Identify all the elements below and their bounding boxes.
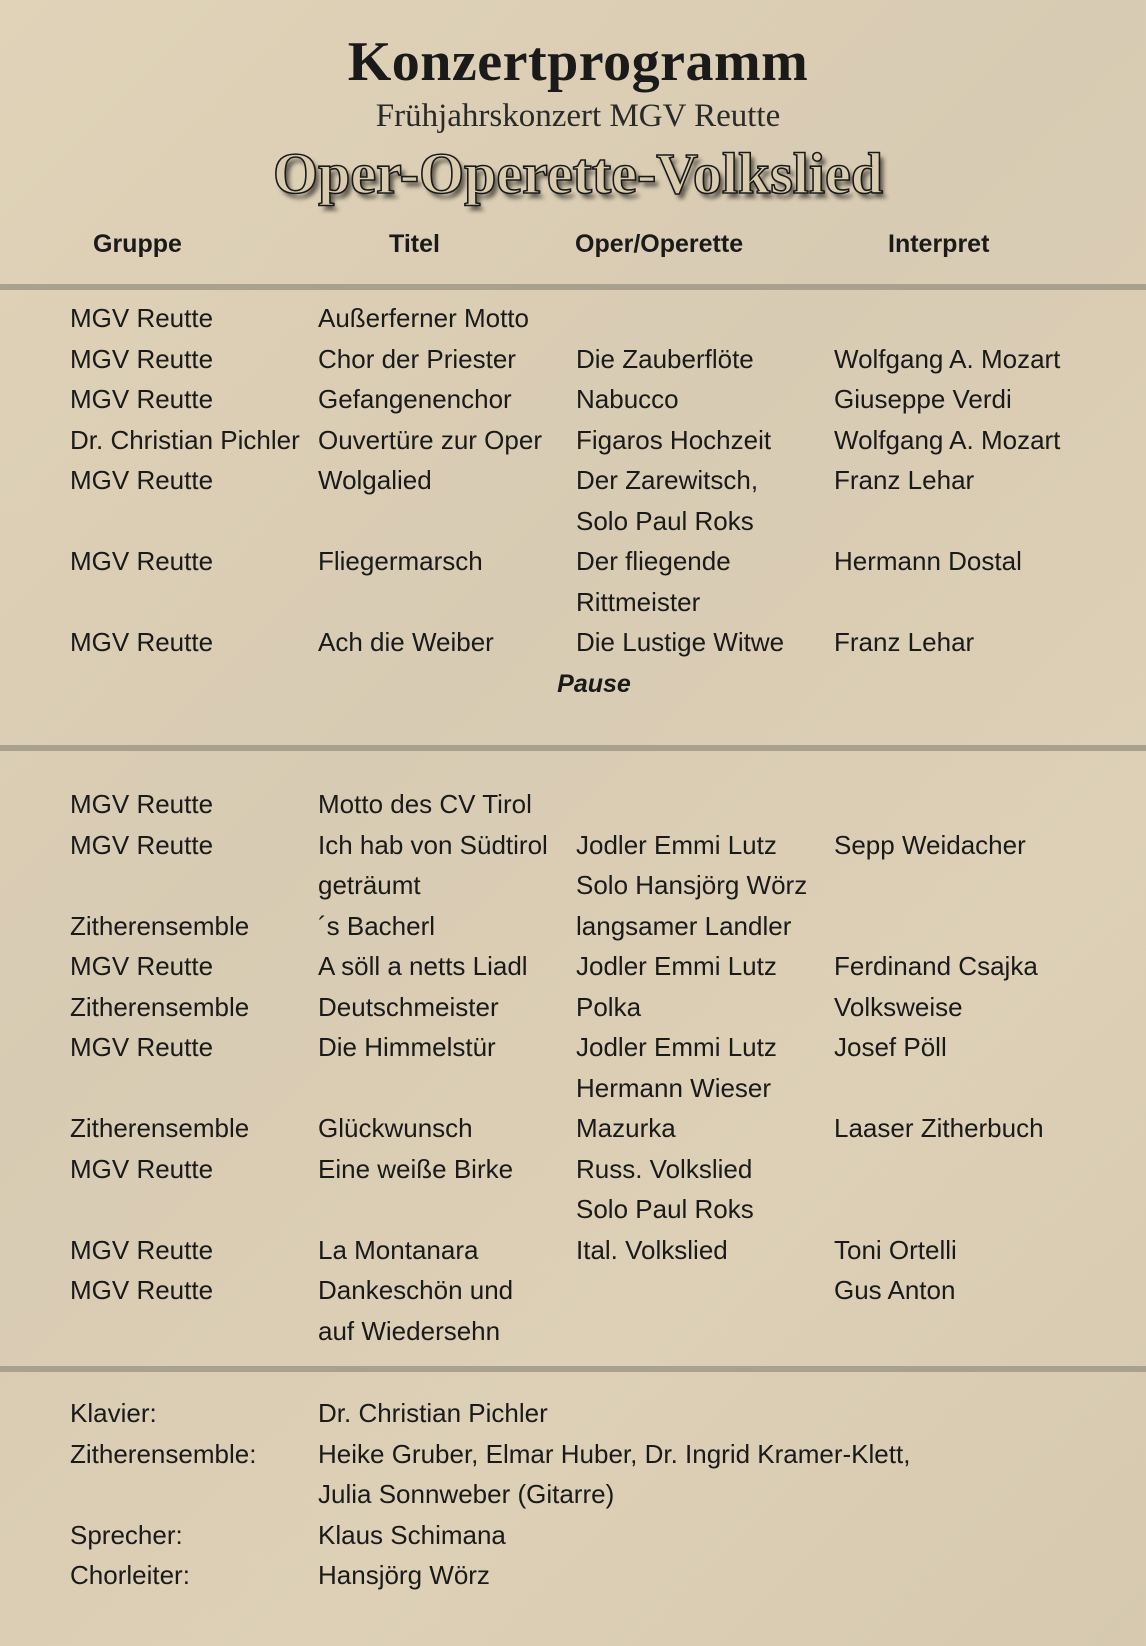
opera-cell: Mazurka — [576, 1113, 676, 1143]
credit-names: Heike Gruber, Elmar Huber, Dr. Ingrid Kr… — [318, 1438, 911, 1510]
composer-cell: Wolfgang A. Mozart — [834, 424, 1061, 455]
title-cell: Wolgalied — [318, 465, 432, 495]
group-cell: Zitherensemble — [70, 991, 250, 1022]
opera-cell: Jodler Emmi Lutz — [576, 951, 777, 981]
title-cell: A söll a netts Liadl — [318, 951, 528, 981]
group-cell: MGV Reutte — [70, 1032, 214, 1062]
concert-motto: Oper-Operette-Volkslied — [272, 140, 884, 207]
group-cell: MGV Reutte — [70, 951, 214, 981]
opera-cell: Jodler Emmi Lutz Solo Hansjörg Wörz — [576, 829, 808, 901]
credit-role: Klavier: — [70, 1398, 157, 1428]
page-title: Konzertprogramm — [347, 31, 809, 93]
opera-cell: Jodler Emmi Lutz Hermann Wieser — [576, 1032, 777, 1103]
group-cell: MGV Reutte — [70, 627, 214, 657]
credit-names: Hansjörg Wörz — [318, 1560, 490, 1590]
title-cell: Dankeschön und auf Wiedersehn — [318, 1275, 514, 1346]
group-cell: MGV Reutte — [70, 1234, 214, 1265]
credit-role: Chorleiter: — [70, 1560, 190, 1590]
title-cell: Ich hab von Südtirol geträumt — [318, 829, 548, 901]
composer-cell: Gus Anton — [834, 1275, 956, 1305]
page-subtitle: Frühjahrskonzert MGV Reutte — [375, 98, 781, 134]
opera-cell: langsamer Landler — [576, 910, 792, 941]
column-header-titel: Titel — [389, 230, 440, 258]
divider — [0, 284, 1146, 290]
group-cell: MGV Reutte — [70, 789, 214, 819]
title-cell: Die Himmelstür — [318, 1032, 496, 1062]
divider — [0, 1366, 1146, 1372]
group-cell: MGV Reutte — [70, 343, 214, 374]
opera-cell: Die Zauberflöte — [576, 343, 754, 374]
title-cell: La Montanara — [318, 1234, 479, 1265]
title-cell: Gefangenenchor — [318, 384, 512, 414]
title-cell: Ouvertüre zur Oper — [318, 424, 542, 455]
group-cell: Dr. Christian Pichler — [70, 424, 300, 455]
composer-cell: Ferdinand Csajka — [834, 951, 1038, 981]
title-cell: Fliegermarsch — [318, 546, 483, 576]
composer-cell: Volksweise — [834, 991, 963, 1022]
credit-role: Zitherensemble: — [70, 1438, 257, 1469]
composer-cell: Hermann Dostal — [834, 546, 1022, 576]
title-cell: Glückwunsch — [318, 1113, 473, 1143]
group-cell: MGV Reutte — [70, 829, 214, 860]
opera-cell: Ital. Volkslied — [576, 1234, 728, 1265]
column-header-oper: Oper/Operette — [575, 230, 744, 258]
group-cell: MGV Reutte — [70, 1275, 214, 1305]
opera-cell: Polka — [576, 991, 642, 1022]
credit-names: Dr. Christian Pichler — [318, 1398, 548, 1428]
column-header-interpret: Interpret — [888, 230, 990, 258]
title-cell: Außerferner Motto — [318, 303, 529, 333]
opera-cell: Der fliegende Rittmeister — [576, 546, 731, 617]
group-cell: MGV Reutte — [70, 384, 214, 414]
opera-cell: Nabucco — [576, 384, 679, 414]
composer-cell: Sepp Weidacher — [834, 829, 1026, 860]
title-cell: Chor der Priester — [318, 343, 516, 374]
group-cell: MGV Reutte — [70, 303, 214, 333]
opera-cell: Der Zarewitsch, Solo Paul Roks — [576, 465, 759, 536]
title-cell: Motto des CV Tirol — [318, 789, 532, 819]
credit-role: Sprecher: — [70, 1519, 183, 1550]
opera-cell: Figaros Hochzeit — [576, 424, 772, 455]
group-cell: Zitherensemble — [70, 1113, 250, 1143]
title-cell: Deutschmeister — [318, 991, 499, 1022]
group-cell: MGV Reutte — [70, 1153, 214, 1184]
composer-cell: Giuseppe Verdi — [834, 384, 1012, 414]
pause-label: Pause — [557, 670, 631, 698]
opera-cell: Die Lustige Witwe — [576, 627, 785, 657]
opera-cell: Russ. Volkslied Solo Paul Roks — [576, 1153, 754, 1225]
group-cell: MGV Reutte — [70, 465, 214, 495]
group-cell: Zitherensemble — [70, 910, 250, 941]
title-cell: ´s Bacherl — [318, 910, 436, 941]
composer-cell: Franz Lehar — [834, 627, 975, 657]
composer-cell: Franz Lehar — [834, 465, 975, 495]
title-cell: Eine weiße Birke — [318, 1153, 514, 1184]
credit-names: Klaus Schimana — [318, 1519, 506, 1550]
composer-cell: Wolfgang A. Mozart — [834, 343, 1061, 374]
title-cell: Ach die Weiber — [318, 627, 494, 657]
column-header-gruppe: Gruppe — [93, 230, 182, 258]
group-cell: MGV Reutte — [70, 546, 214, 576]
composer-cell: Toni Ortelli — [834, 1234, 957, 1265]
composer-cell: Josef Pöll — [834, 1032, 947, 1062]
composer-cell: Laaser Zitherbuch — [834, 1113, 1044, 1143]
divider — [0, 745, 1146, 751]
